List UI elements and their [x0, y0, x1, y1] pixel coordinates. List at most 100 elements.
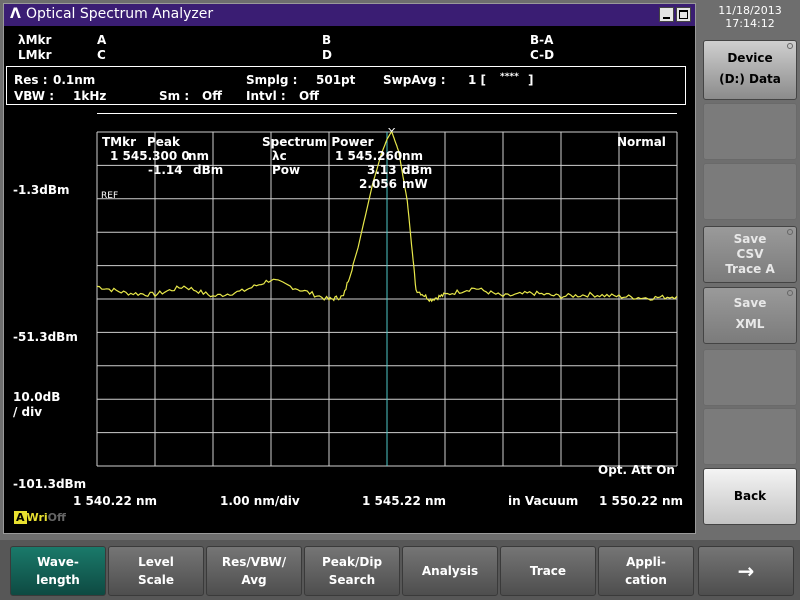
wavelength-label-2: length — [36, 573, 80, 587]
save-csv-line1: Save — [733, 232, 767, 246]
peak-level: -1.14 — [148, 163, 183, 177]
datetime-display: 11/18/2013 17:14:12 — [700, 4, 800, 30]
lambda-marker-label: λMkr — [18, 33, 52, 47]
optical-attenuator-status: Opt. Att On — [598, 463, 675, 477]
maximize-button[interactable] — [676, 7, 691, 22]
title-bar: Λ Optical Spectrum Analyzer — [4, 4, 695, 26]
save-xml-button[interactable]: Save XML — [703, 287, 797, 344]
peak-level-unit: dBm — [193, 163, 224, 177]
tmkr-label: TMkr — [102, 135, 137, 149]
marker-c: C — [97, 48, 106, 62]
swpavg-label: SwpAvg : — [383, 73, 446, 87]
x-scale-div: 1.00 nm/div — [220, 494, 300, 508]
save-csv-button[interactable]: Save CSV Trace A — [703, 226, 797, 283]
level-scale-label-2: Scale — [137, 573, 175, 587]
back-label: Back — [733, 489, 767, 503]
res-vbw-label-2: Avg — [241, 573, 267, 587]
save-csv-line2: CSV — [736, 247, 764, 261]
sm-label: Sm : — [159, 89, 190, 103]
swpavg-progress: **** — [500, 72, 519, 82]
analyzer-window: Λ Optical Spectrum Analyzer — [3, 3, 696, 534]
device-label: Device — [727, 51, 773, 65]
x-axis-center: 1 545.22 nm — [362, 494, 447, 508]
ref-label: REF — [101, 191, 119, 201]
power-dbm-value: 3.13 — [367, 163, 397, 177]
y-axis-mid-level: -51.3dBm — [13, 330, 78, 344]
peak-wavelength: 1 545.300 0 — [110, 149, 190, 163]
application-label-2: cation — [625, 573, 667, 587]
y-axis-bottom-level: -101.3dBm — [13, 477, 87, 491]
minimize-button[interactable] — [659, 7, 674, 22]
peak-wavelength-unit: nm — [188, 149, 210, 163]
analysis-label: Analysis — [421, 564, 479, 578]
application-label-1: Appli- — [626, 555, 666, 569]
status-dot-icon — [787, 290, 793, 296]
write-indicator: Wri — [26, 511, 48, 524]
swpavg-value: 1 [ — [468, 73, 487, 87]
smplg-label: Smplg : — [246, 73, 298, 87]
trace-label: Trace — [529, 564, 567, 578]
device-path: (D:) Data — [719, 72, 781, 86]
peak-dip-search-button[interactable]: Peak/Dip Search — [304, 546, 400, 596]
power-dbm-unit: dBm — [402, 163, 433, 177]
sm-value: Off — [202, 89, 222, 103]
x-axis-stop: 1 550.22 nm — [599, 494, 684, 508]
center-wavelength-unit: nm — [402, 149, 424, 163]
marker-d: D — [322, 48, 332, 62]
vbw-label: VBW : — [14, 89, 54, 103]
intvl-label: Intvl : — [246, 89, 286, 103]
settings-panel — [6, 66, 686, 105]
power-mw-value: 2.056 — [359, 177, 397, 191]
next-page-button[interactable]: → — [698, 546, 794, 596]
level-scale-label-1: Level — [138, 555, 174, 569]
time-text: 17:14:12 — [725, 17, 775, 30]
peak-dip-label-2: Search — [328, 573, 376, 587]
x-medium: in Vacuum — [508, 494, 579, 508]
side-button-7[interactable] — [703, 408, 797, 465]
side-button-2[interactable] — [703, 103, 797, 160]
right-arrow-icon: → — [737, 559, 755, 583]
save-csv-line3: Trace A — [725, 262, 775, 276]
date-text: 11/18/2013 — [718, 4, 782, 17]
y-scale-div-unit: / div — [13, 405, 43, 419]
side-button-6[interactable] — [703, 349, 797, 406]
app-logo-icon: Λ — [10, 6, 21, 22]
center-wavelength-value: 1 545.260 — [335, 149, 403, 163]
wavelength-label-1: Wave- — [37, 555, 79, 569]
peak-marker-icon — [388, 128, 396, 133]
spectrum-power-label: Spectrum Power — [262, 135, 374, 149]
x-axis-start: 1 540.22 nm — [73, 494, 158, 508]
spectrum-trace-a — [96, 130, 678, 303]
marker-b: B — [322, 33, 332, 47]
level-scale-button[interactable]: Level Scale — [108, 546, 204, 596]
device-button[interactable]: Device (D:) Data — [703, 40, 797, 100]
spectrum-plot[interactable] — [94, 128, 682, 490]
y-axis-top-level: -1.3dBm — [13, 183, 70, 197]
back-button[interactable]: Back — [703, 468, 797, 525]
peak-dip-label-1: Peak/Dip — [321, 555, 383, 569]
status-dot-icon — [787, 229, 793, 235]
swpavg-close: ] — [528, 73, 534, 87]
application-button[interactable]: Appli-cation — [598, 546, 694, 596]
side-button-3[interactable] — [703, 163, 797, 220]
display-mode: Normal — [617, 135, 666, 149]
save-xml-line2: XML — [735, 317, 765, 331]
vbw-value: 1kHz — [73, 89, 107, 103]
res-value: 0.1nm — [53, 73, 96, 87]
save-xml-line1: Save — [733, 296, 767, 310]
trace-a-indicator: A — [14, 511, 27, 524]
power-label: Pow — [272, 163, 301, 177]
res-label: Res : — [14, 73, 48, 87]
off-indicator: Off — [47, 511, 66, 524]
wavelength-button[interactable]: Wave-length — [10, 546, 106, 596]
smplg-value: 501pt — [316, 73, 356, 87]
res-vbw-label-1: Res/VBW/ — [221, 555, 287, 569]
level-marker-label: LMkr — [18, 48, 52, 62]
marker-a: A — [97, 33, 107, 47]
trace-button[interactable]: Trace — [500, 546, 596, 596]
analysis-button[interactable]: Analysis — [402, 546, 498, 596]
res-vbw-avg-button[interactable]: Res/VBW/Avg — [206, 546, 302, 596]
marker-c-minus-d: C-D — [530, 48, 555, 62]
marker-b-minus-a: B-A — [530, 33, 554, 47]
power-mw-unit: mW — [402, 177, 428, 191]
